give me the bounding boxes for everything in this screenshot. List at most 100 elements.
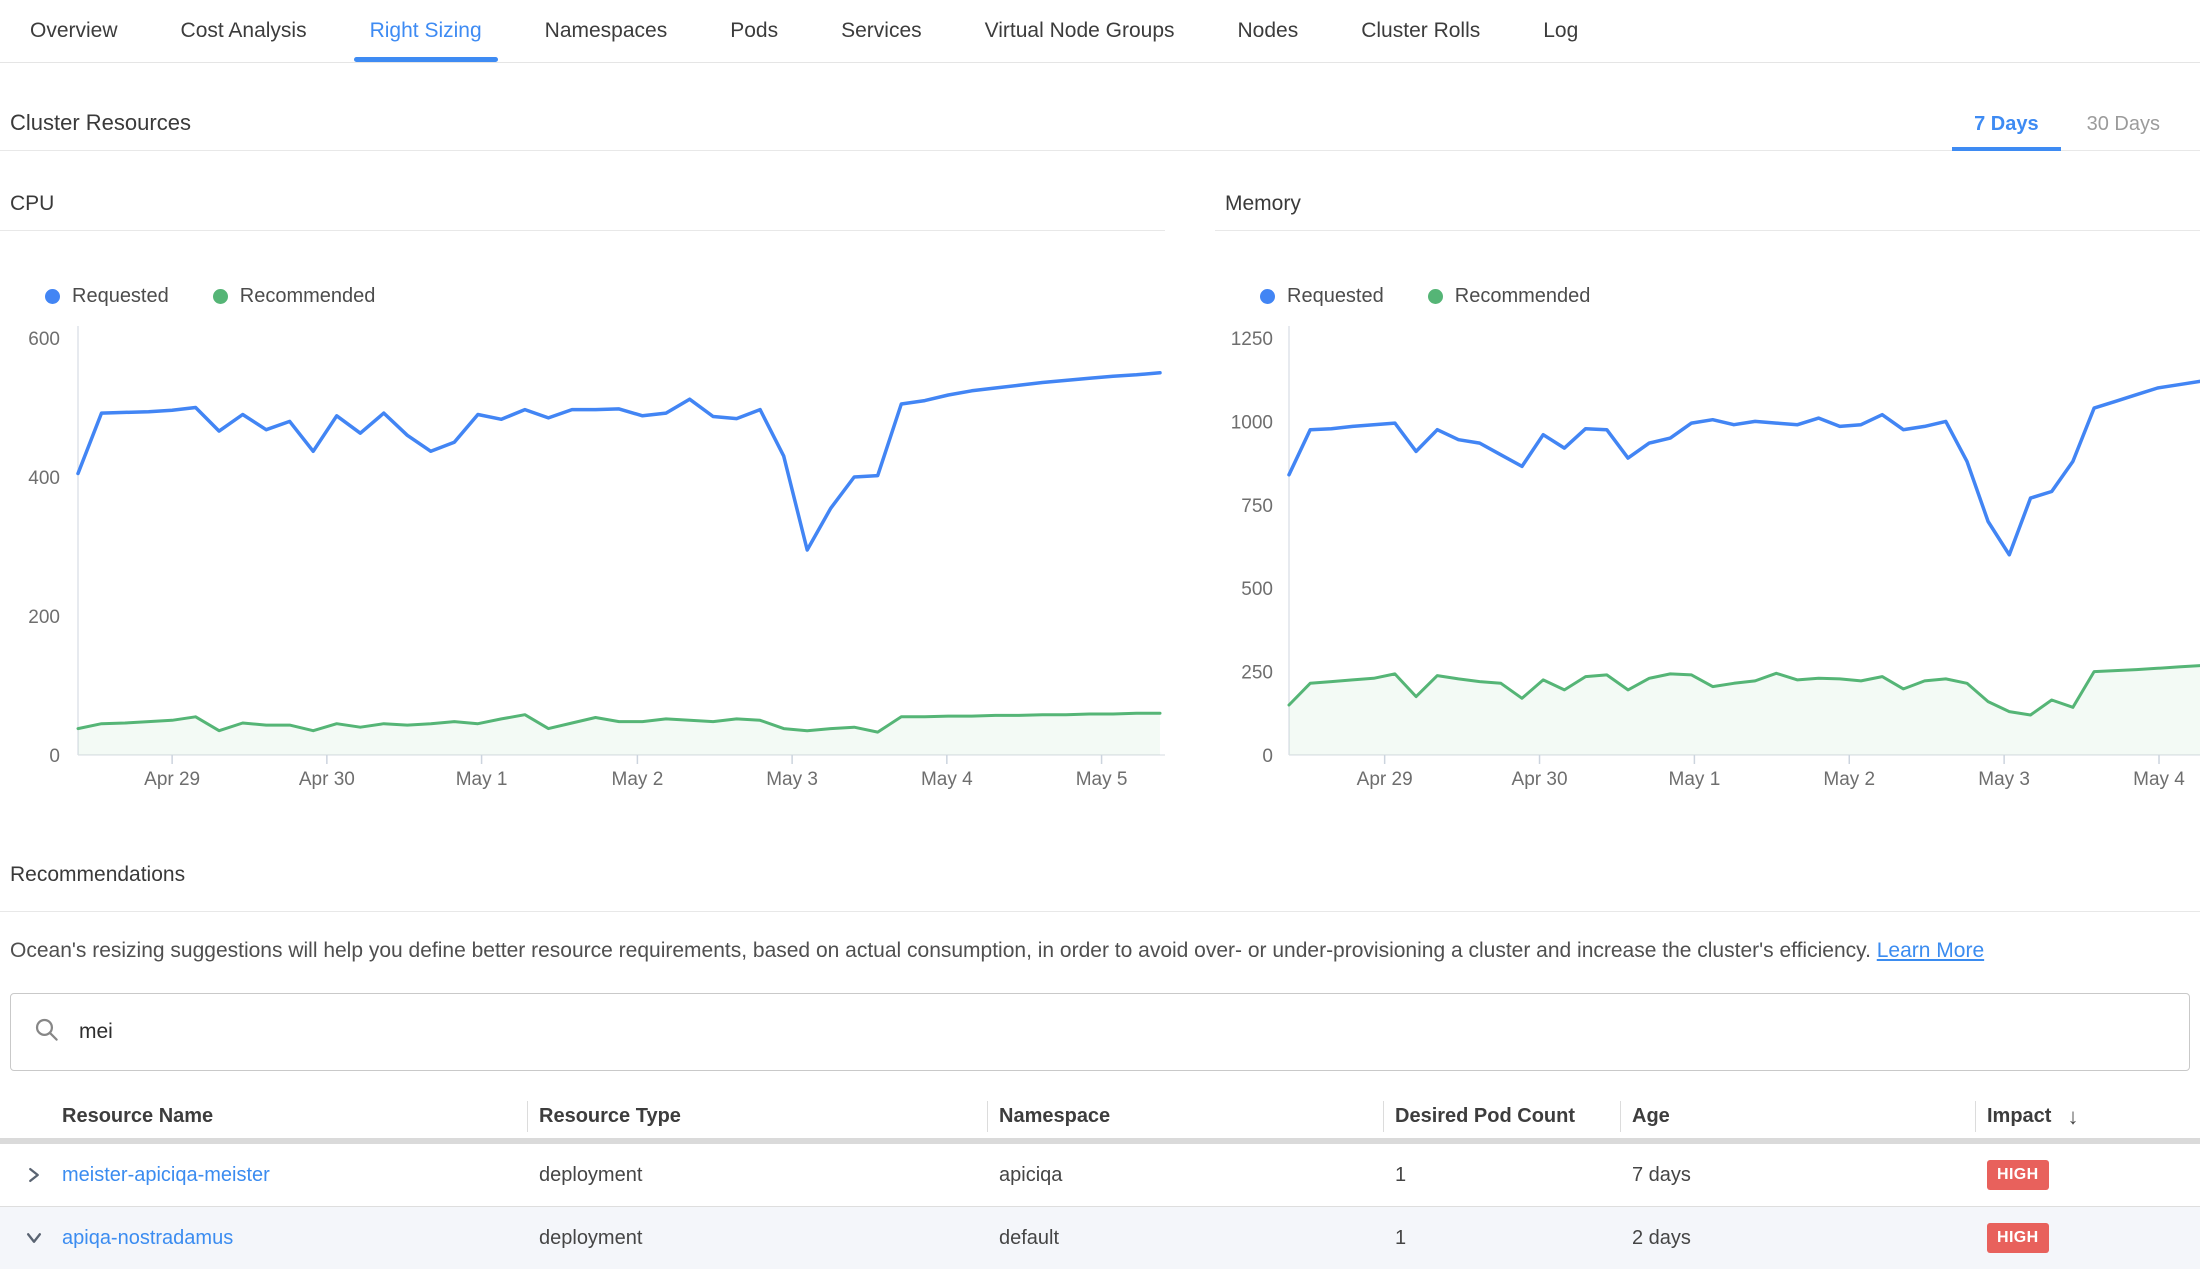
tab-log[interactable]: Log — [1543, 0, 1578, 62]
chevron-right-icon[interactable] — [26, 1167, 62, 1183]
resource-name-link[interactable]: apiqa-nostradamus — [62, 1227, 233, 1250]
memory-chart-legend: Requested Recommended — [1260, 285, 2200, 308]
search-box — [10, 993, 2190, 1071]
column-header-resource-name[interactable]: Resource Name — [0, 1095, 527, 1138]
memory-chart-panel: Memory Requested Recommended 1250 1000 750 5… — [1215, 151, 2200, 802]
cpu-chart-legend: Requested Recommended — [45, 285, 1165, 308]
legend-item-recommended[interactable]: Recommended — [213, 285, 376, 308]
column-header-namespace[interactable]: Namespace — [987, 1095, 1383, 1138]
svg-text:1000: 1000 — [1231, 412, 1273, 433]
charts-row: CPU Requested Recommended 600 400 200 0 Apr 2… — [0, 151, 2200, 802]
column-header-impact[interactable]: Impact ↓ — [1975, 1095, 2200, 1138]
tab-overview[interactable]: Overview — [30, 0, 118, 62]
legend-item-recommended[interactable]: Recommended — [1428, 285, 1591, 308]
svg-text:0: 0 — [1262, 746, 1273, 767]
tab-nodes[interactable]: Nodes — [1238, 0, 1299, 62]
tab-right-sizing[interactable]: Right Sizing — [370, 0, 482, 62]
recommendations-table: Resource Name Resource Type Namespace Desir… — [0, 1095, 2200, 1269]
resource-type-cell: deployment — [527, 1164, 987, 1187]
recommendations-header: Recommendations — [0, 863, 2200, 912]
resource-name-cell: meister-apiciqa-meister — [0, 1164, 527, 1187]
tab-services[interactable]: Services — [841, 0, 922, 62]
resource-name-link[interactable]: meister-apiciqa-meister — [62, 1164, 270, 1187]
svg-text:May 2: May 2 — [612, 769, 664, 790]
column-header-label: Resource Name — [62, 1105, 213, 1128]
tab-virtual-node-groups[interactable]: Virtual Node Groups — [985, 0, 1175, 62]
tab-cluster-rolls[interactable]: Cluster Rolls — [1361, 0, 1480, 62]
impact-badge: HIGH — [1987, 1160, 2049, 1190]
resource-name-cell: apiqa-nostradamus — [0, 1227, 527, 1250]
cpu-chart-panel: CPU Requested Recommended 600 400 200 0 Apr 2… — [0, 151, 1165, 802]
cpu-chart-title: CPU — [10, 192, 1165, 216]
impact-badge: HIGH — [1987, 1223, 2049, 1253]
table-header-row: Resource Name Resource Type Namespace Desir… — [0, 1095, 2200, 1138]
svg-text:Apr 29: Apr 29 — [144, 769, 200, 790]
legend-item-requested[interactable]: Requested — [45, 285, 169, 308]
column-header-desired-pod-count[interactable]: Desired Pod Count — [1383, 1095, 1620, 1138]
svg-text:400: 400 — [28, 468, 60, 489]
svg-text:May 3: May 3 — [1978, 769, 2030, 790]
legend-label: Requested — [72, 285, 169, 308]
namespace-cell: default — [987, 1227, 1383, 1250]
svg-text:May 1: May 1 — [456, 769, 508, 790]
impact-cell: HIGH — [1975, 1160, 2200, 1190]
column-header-label: Resource Type — [539, 1105, 681, 1128]
age-cell: 2 days — [1620, 1227, 1975, 1250]
desired-pod-count-cell: 1 — [1383, 1164, 1620, 1187]
legend-dot-requested — [45, 289, 60, 304]
svg-text:May 4: May 4 — [921, 769, 973, 790]
page-title: Cluster Resources — [10, 110, 191, 136]
legend-dot-requested — [1260, 289, 1275, 304]
legend-dot-recommended — [213, 289, 228, 304]
search-input[interactable] — [77, 1019, 2167, 1045]
svg-text:Apr 29: Apr 29 — [1357, 769, 1413, 790]
svg-text:500: 500 — [1241, 579, 1273, 600]
legend-dot-recommended — [1428, 289, 1443, 304]
learn-more-link[interactable]: Learn More — [1877, 939, 1984, 962]
legend-item-requested[interactable]: Requested — [1260, 285, 1384, 308]
table-row[interactable]: meister-apiciqa-meister deploymentapiciqa… — [0, 1144, 2200, 1206]
search-icon — [33, 1016, 60, 1048]
memory-chart-title: Memory — [1225, 192, 2200, 216]
svg-text:600: 600 — [28, 329, 60, 350]
tab-cost-analysis[interactable]: Cost Analysis — [181, 0, 307, 62]
top-tab-bar: Overview Cost Analysis Right Sizing Namespa… — [0, 0, 2200, 63]
tab-namespaces[interactable]: Namespaces — [545, 0, 668, 62]
svg-text:0: 0 — [49, 746, 60, 767]
column-header-label: Namespace — [999, 1105, 1110, 1128]
time-range-toggle: 7 Days30 Days — [1950, 113, 2184, 136]
memory-chart: 1250 1000 750 500 250 0 Apr 29 Apr 30 May 1 May 2… — [1215, 322, 2200, 802]
cpu-chart: 600 400 200 0 Apr 29 Apr 30 May 1 May 2 May 3 May… — [0, 322, 1165, 802]
namespace-cell: apiciqa — [987, 1164, 1383, 1187]
recommendations-description-text: Ocean's resizing suggestions will help y… — [10, 939, 1871, 962]
impact-cell: HIGH — [1975, 1223, 2200, 1253]
svg-text:750: 750 — [1241, 496, 1273, 517]
resource-type-cell: deployment — [527, 1227, 987, 1250]
column-header-label: Age — [1632, 1105, 1670, 1128]
svg-text:May 4: May 4 — [2133, 769, 2185, 790]
sort-arrow-down-icon[interactable]: ↓ — [2067, 1104, 2078, 1130]
range-button-7-days[interactable]: 7 Days — [1950, 113, 2063, 136]
column-header-resource-type[interactable]: Resource Type — [527, 1095, 987, 1138]
svg-text:200: 200 — [28, 607, 60, 628]
legend-label: Recommended — [1455, 285, 1591, 308]
svg-text:May 2: May 2 — [1823, 769, 1875, 790]
svg-text:1250: 1250 — [1231, 329, 1273, 350]
tab-pods[interactable]: Pods — [730, 0, 778, 62]
legend-label: Recommended — [240, 285, 376, 308]
svg-text:250: 250 — [1241, 663, 1273, 684]
age-cell: 7 days — [1620, 1164, 1975, 1187]
recommendations-description: Ocean's resizing suggestions will help y… — [10, 938, 2190, 964]
column-header-age[interactable]: Age — [1620, 1095, 1975, 1138]
desired-pod-count-cell: 1 — [1383, 1227, 1620, 1250]
svg-text:May 3: May 3 — [766, 769, 818, 790]
svg-text:Apr 30: Apr 30 — [299, 769, 355, 790]
column-header-label: Impact — [1987, 1105, 2051, 1128]
svg-text:Apr 30: Apr 30 — [1512, 769, 1568, 790]
column-header-label: Desired Pod Count — [1395, 1105, 1575, 1128]
chevron-down-icon[interactable] — [26, 1230, 62, 1246]
table-row[interactable]: apiqa-nostradamus deploymentdefault12 day… — [0, 1206, 2200, 1269]
range-button-30-days[interactable]: 30 Days — [2063, 113, 2184, 136]
svg-text:May 1: May 1 — [1669, 769, 1721, 790]
recommendations-title: Recommendations — [10, 863, 2200, 887]
